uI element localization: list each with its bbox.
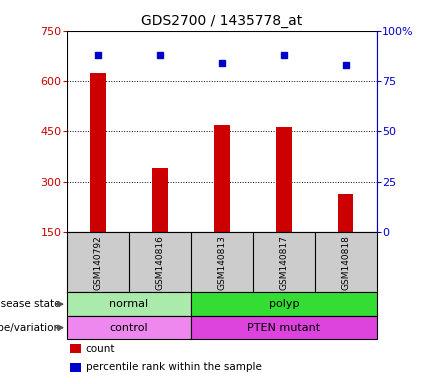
Text: percentile rank within the sample: percentile rank within the sample xyxy=(86,362,262,372)
Text: GSM140792: GSM140792 xyxy=(94,235,103,290)
Bar xyxy=(191,316,377,339)
Bar xyxy=(276,127,291,232)
Text: GSM140816: GSM140816 xyxy=(155,235,165,290)
Text: normal: normal xyxy=(110,299,149,309)
Text: PTEN mutant: PTEN mutant xyxy=(247,323,320,333)
Text: disease state: disease state xyxy=(0,299,61,309)
Text: GSM140813: GSM140813 xyxy=(217,235,226,290)
Text: GSM140817: GSM140817 xyxy=(279,235,288,290)
Title: GDS2700 / 1435778_at: GDS2700 / 1435778_at xyxy=(141,14,303,28)
Text: control: control xyxy=(110,323,149,333)
Bar xyxy=(67,293,191,316)
Bar xyxy=(70,344,81,353)
Bar xyxy=(191,293,377,316)
Text: count: count xyxy=(86,344,115,354)
Text: polyp: polyp xyxy=(268,299,299,309)
Bar xyxy=(90,73,106,232)
Bar xyxy=(214,125,229,232)
Bar xyxy=(338,194,353,232)
Bar xyxy=(152,168,168,232)
Bar xyxy=(67,316,191,339)
Text: GSM140818: GSM140818 xyxy=(341,235,350,290)
Text: genotype/variation: genotype/variation xyxy=(0,323,61,333)
Bar xyxy=(70,362,81,372)
